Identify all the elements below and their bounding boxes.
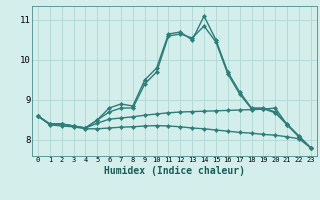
X-axis label: Humidex (Indice chaleur): Humidex (Indice chaleur) <box>104 166 245 176</box>
